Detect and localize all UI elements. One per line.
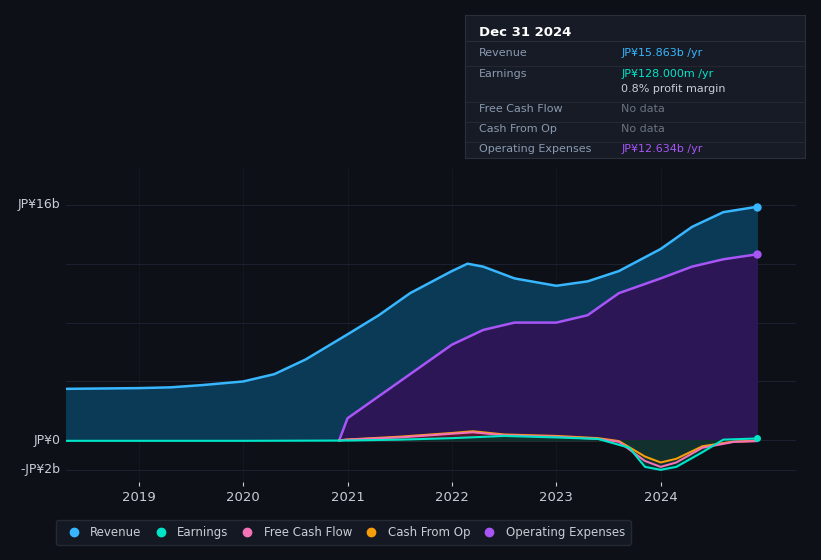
Text: Free Cash Flow: Free Cash Flow xyxy=(479,104,562,114)
Text: No data: No data xyxy=(621,104,665,114)
Legend: Revenue, Earnings, Free Cash Flow, Cash From Op, Operating Expenses: Revenue, Earnings, Free Cash Flow, Cash … xyxy=(56,520,631,545)
Text: JP¥16b: JP¥16b xyxy=(18,198,61,211)
Text: JP¥0: JP¥0 xyxy=(34,434,61,447)
Text: 0.8% profit margin: 0.8% profit margin xyxy=(621,83,726,94)
Text: Cash From Op: Cash From Op xyxy=(479,124,557,134)
Text: Operating Expenses: Operating Expenses xyxy=(479,144,591,153)
Text: JP¥15.863b /yr: JP¥15.863b /yr xyxy=(621,48,703,58)
Text: Dec 31 2024: Dec 31 2024 xyxy=(479,26,571,39)
Text: JP¥12.634b /yr: JP¥12.634b /yr xyxy=(621,144,703,153)
Text: JP¥128.000m /yr: JP¥128.000m /yr xyxy=(621,69,713,80)
Text: -JP¥2b: -JP¥2b xyxy=(21,463,61,477)
Text: Earnings: Earnings xyxy=(479,69,527,80)
Text: No data: No data xyxy=(621,124,665,134)
Text: Revenue: Revenue xyxy=(479,48,527,58)
